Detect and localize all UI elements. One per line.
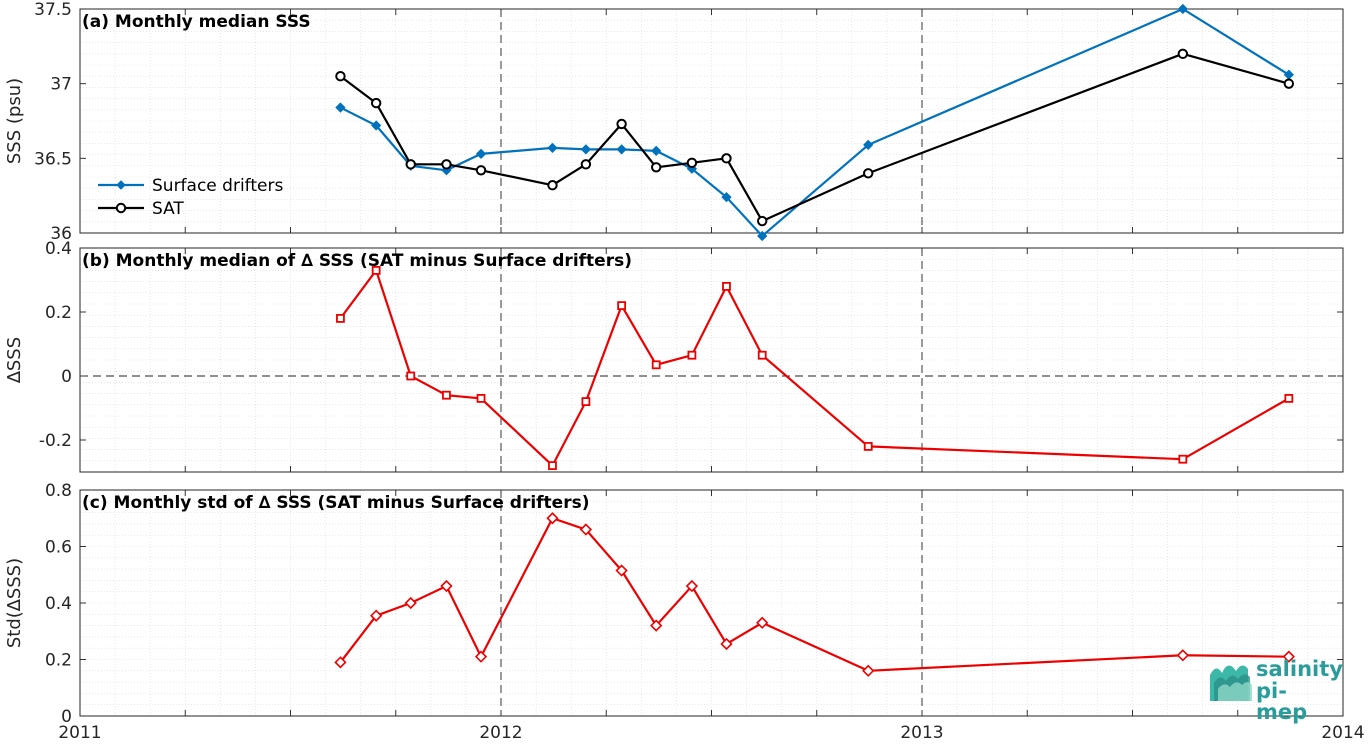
legend-label: Surface drifters [152,176,283,196]
x-tick-label: 2013 [900,723,943,743]
data-point [370,609,383,622]
data-point [442,390,451,400]
data-point [616,118,627,130]
y-tick-label: 0 [61,707,72,727]
data-point [685,579,699,593]
data-point [1283,78,1295,89]
data-point [650,619,663,632]
data-point [580,159,592,170]
wave-icon [1210,665,1252,701]
data-point [334,656,347,669]
y-tick-label: 0.8 [45,481,72,501]
panel-title: (b) Monthly median of ∆ SSS (SAT minus S… [82,251,632,271]
data-point [1284,393,1294,403]
y-tick-label: 0.4 [45,239,72,259]
legend-label: SAT [152,199,184,219]
axes-frame [79,247,1344,473]
data-point [548,461,557,471]
logo-line1: salinity [1256,657,1343,681]
data-point [651,145,662,156]
y-axis-label: Std(∆SSS) [4,558,25,648]
data-point [863,168,874,179]
y-tick-label: 0.4 [45,594,72,614]
axes-frame [79,8,1344,234]
data-point [651,360,661,370]
data-point [757,350,767,360]
y-tick-label: 37 [50,75,72,95]
data-point [335,102,346,113]
data-point [370,97,382,109]
data-point [721,192,732,203]
data-point [1282,650,1295,663]
data-point [475,148,487,159]
logo-line2: pi-mep [1256,679,1308,724]
data-point [405,159,416,170]
data-point [1177,48,1189,59]
data-point [617,301,627,311]
y-tick-label: 0 [61,367,72,387]
data-point [863,139,874,151]
data-point [720,637,733,651]
data-point [406,371,416,381]
data-point [863,441,873,451]
y-axis-label: SSS (psu) [4,78,25,164]
y-tick-label: -0.2 [39,431,72,451]
y-tick-label: 0.6 [45,538,72,558]
data-point [474,650,488,663]
data-point [687,350,697,360]
y-tick-label: 36.5 [34,149,72,169]
legend-marker [116,180,126,190]
x-tick-label: 2011 [58,723,101,743]
panel-title: (c) Monthly std of ∆ SSS (SAT minus Surf… [82,493,589,513]
y-tick-label: 37.5 [34,0,72,20]
data-point [336,313,345,323]
data-point [546,512,559,525]
data-point [581,397,591,407]
data-point [579,523,593,536]
y-tick-label: 0.2 [45,651,72,671]
legend-marker [115,202,127,214]
y-tick-label: 0.2 [45,303,72,323]
data-point [650,162,662,173]
data-point [547,142,558,154]
data-point [580,144,592,155]
data-point [722,281,731,291]
data-point [475,165,487,176]
data-point [616,144,627,155]
y-axis-label: ∆SSS [4,337,25,384]
x-tick-label: 2014 [1321,723,1364,743]
data-point [404,596,417,610]
y-tick-label: 36 [50,224,72,244]
data-point [615,564,628,577]
data-point [547,180,558,191]
data-point [756,616,769,629]
panel-1: 36 36.5 37 37.5 SSS (psu) (a) Monthly median … [4,0,1344,244]
axes-frame [79,489,1344,717]
data-point [335,71,346,82]
panel-3: 0 0.2 0.4 0.6 0.8 Std(∆SSS) (c) Monthly std of… [4,481,1365,743]
data-point [721,153,732,164]
data-point [371,265,381,275]
data-point [1176,649,1189,662]
panel-2: -0.2 0 0.2 0.4 ∆SSS (b) Monthly median of ∆ S… [4,239,1344,473]
data-point [371,120,382,131]
data-point [757,215,768,227]
data-point [441,159,452,170]
panel-title: (a) Monthly median SSS [82,12,311,32]
salinity-pimep-logo: salinity pi-mep [1208,655,1343,723]
data-point [1177,3,1188,15]
data-point [862,664,875,677]
x-tick-label: 2012 [479,723,522,743]
data-point [1178,454,1188,464]
data-point [686,157,698,169]
data-point [440,579,453,593]
data-point [757,230,768,242]
data-point [476,393,486,403]
